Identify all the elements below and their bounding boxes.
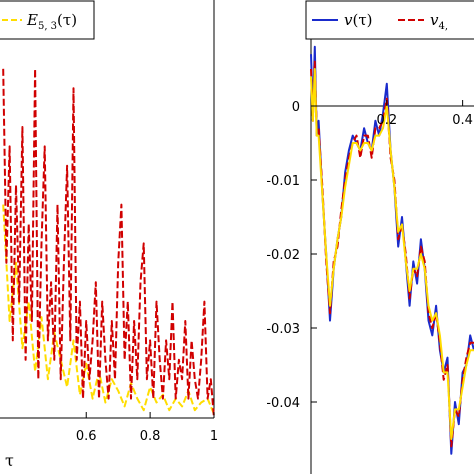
left-legend: E5, 3(τ) xyxy=(0,0,95,40)
right-series-group xyxy=(310,45,474,455)
left-series-group xyxy=(2,67,215,419)
left-x-axis-label: τ xyxy=(5,451,14,470)
right-y-tick-label: -0.03 xyxy=(266,322,300,337)
left-x-tick-label: 0.6 xyxy=(76,429,97,444)
right-x-tick-label: 0.2 xyxy=(376,113,397,128)
right-y-tick-label: -0.02 xyxy=(266,248,300,263)
left-series-0 xyxy=(2,204,215,415)
right-legend-label-v4: v4, xyxy=(430,11,448,32)
left-x-ticks: 0.6 0.8 1 xyxy=(76,412,218,444)
right-y-ticks: 0 -0.01 -0.02 -0.03 -0.04 xyxy=(266,100,317,411)
right-series-2 xyxy=(310,68,474,440)
right-y-tick-label: -0.01 xyxy=(266,174,300,189)
right-legend: v(τ) v4, xyxy=(305,0,474,40)
left-series-1 xyxy=(2,67,215,419)
right-x-tick-label: 0.4 xyxy=(452,113,473,128)
left-x-tick-label: 1 xyxy=(210,429,218,444)
left-legend-label: E5, 3(τ) xyxy=(26,11,77,32)
right-y-tick-label: -0.04 xyxy=(266,396,300,411)
right-chart: 0 -0.01 -0.02 -0.03 -0.04 0.2 0.4 v(τ) v4, xyxy=(266,0,474,474)
right-y-tick-label: 0 xyxy=(292,100,300,115)
right-legend-label-v: v(τ) xyxy=(344,11,373,29)
right-x-ticks: 0.2 0.4 xyxy=(376,100,473,128)
left-chart: 0.6 0.8 1 τ E5, 3(τ) xyxy=(0,0,218,470)
left-x-tick-label: 0.8 xyxy=(140,429,161,444)
